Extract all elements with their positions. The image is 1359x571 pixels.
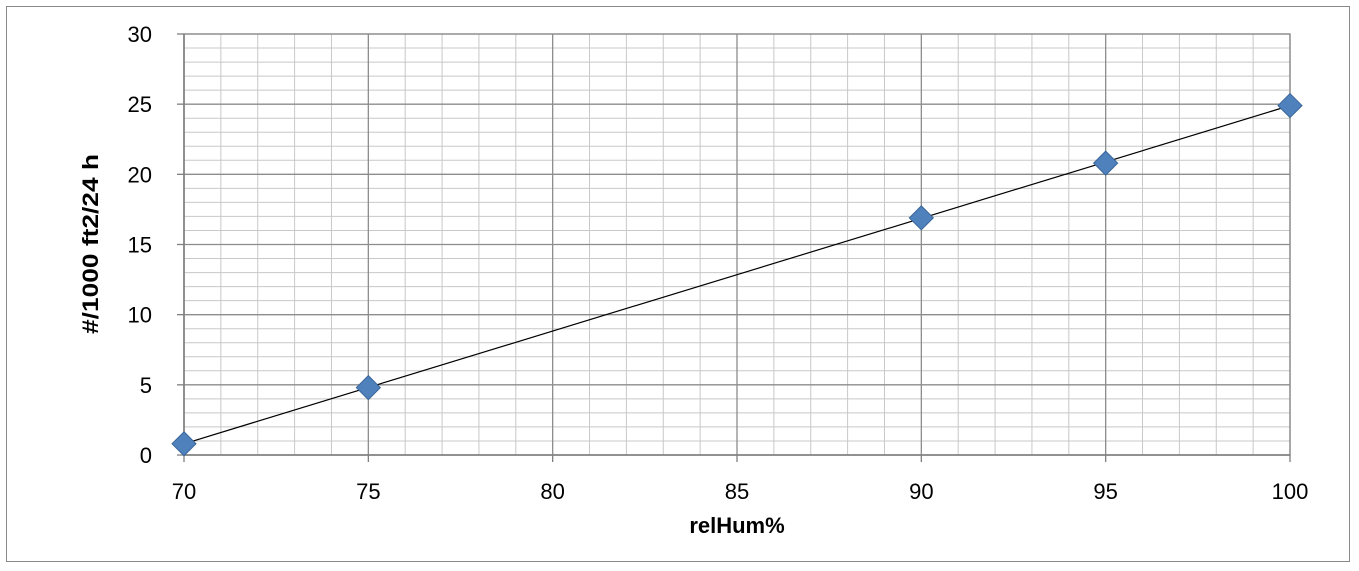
y-tick-label: 20 [128,162,152,187]
x-tick-label: 75 [356,479,380,504]
y-tick-label: 30 [128,22,152,47]
x-tick-label: 100 [1272,479,1309,504]
x-axis-tick-labels: 70 75 80 85 90 95 100 [172,479,1309,504]
y-tick-label: 5 [140,373,152,398]
y-tick-label: 10 [128,303,152,328]
data-point-marker [1092,150,1119,176]
y-tick-label: 15 [128,233,152,258]
x-axis-title: relHum% [689,513,784,538]
y-tick-label: 25 [128,92,152,117]
data-point-marker [1277,92,1303,119]
data-point-marker [908,205,935,231]
major-gridlines [183,33,1291,456]
x-tick-label: 85 [725,479,749,504]
x-tick-label: 90 [909,479,933,504]
y-tick-label: 0 [140,443,152,468]
plot-area-border [177,33,1291,462]
data-point-marker [171,431,197,457]
y-axis-title: #/1000 ft2/24 h [78,154,103,334]
x-tick-label: 80 [540,479,564,504]
data-markers [171,92,1303,457]
x-tick-label: 95 [1093,479,1117,504]
y-axis-tick-labels: 0 5 10 15 20 25 30 [128,22,152,468]
x-tick-label: 70 [172,479,196,504]
data-point-marker [355,374,382,401]
chart-frame [6,6,1350,562]
